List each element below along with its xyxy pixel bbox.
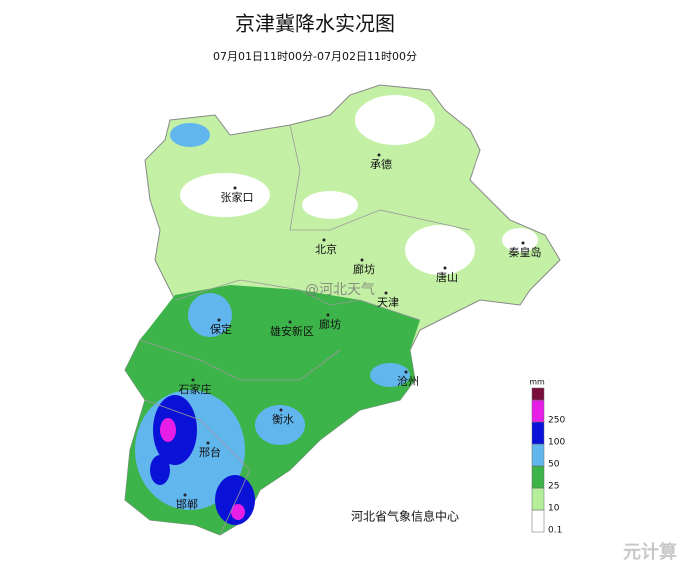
legend-swatch <box>531 421 545 445</box>
subtitle: 07月01日11时00分-07月02日11时00分 <box>213 50 417 63</box>
city-label: 保定 <box>210 322 232 336</box>
city-label: 唐山 <box>436 270 458 284</box>
city-dot <box>384 291 388 295</box>
legend-swatch <box>531 465 545 489</box>
title: 京津冀降水实况图 <box>235 12 395 36</box>
city-dot <box>443 266 447 270</box>
city-dot <box>360 258 364 262</box>
city-dot <box>326 313 330 317</box>
legend-swatch <box>531 387 545 401</box>
legend-unit: mm <box>529 378 545 387</box>
city-dot <box>233 186 237 190</box>
city-dot <box>404 370 408 374</box>
city-label: 石家庄 <box>179 382 212 396</box>
legend-swatch <box>531 399 545 423</box>
legend-swatch <box>531 443 545 467</box>
legend-swatch <box>531 509 545 533</box>
rain-250 <box>160 418 245 520</box>
city-dot <box>191 378 195 382</box>
map <box>124 84 561 536</box>
city-label: 秦皇岛 <box>509 245 542 259</box>
city-dot <box>217 318 221 322</box>
legend-label: 250 <box>548 416 565 426</box>
legend-swatch <box>531 487 545 511</box>
legend-label: 0.1 <box>548 526 562 536</box>
city-dot <box>322 238 326 242</box>
corner-mark: 元计算 <box>623 541 677 563</box>
city-dot <box>279 408 283 412</box>
social-watermark: @河北天气 <box>305 282 375 298</box>
legend-label: 50 <box>548 460 560 470</box>
city-dot <box>288 320 292 324</box>
borders <box>139 124 471 536</box>
legend-label: 25 <box>548 482 559 492</box>
city-label: 邢台 <box>199 445 221 459</box>
city-label: 沧州 <box>397 374 419 388</box>
city-label: 北京 <box>315 242 337 256</box>
source: 河北省气象信息中心 <box>351 509 459 524</box>
legend: mm 0.1 10 25 50 100 250 <box>529 378 565 536</box>
city-label: 雄安新区 <box>270 324 314 338</box>
city-label: 廊坊 <box>319 317 341 331</box>
city-dot <box>183 493 187 497</box>
city-dot <box>206 441 210 445</box>
legend-label: 10 <box>548 504 560 514</box>
dry-areas <box>180 95 538 275</box>
city-label: 承德 <box>370 157 392 171</box>
city-label: 张家口 <box>221 190 254 204</box>
legend-label: 100 <box>548 438 565 448</box>
city-label: 天津 <box>377 296 399 309</box>
city-label: 衡水 <box>272 413 294 426</box>
city-dot <box>377 153 381 157</box>
city-dot <box>521 241 525 245</box>
city-label: 廊坊 <box>353 262 375 276</box>
city-label: 邯郸 <box>176 497 198 511</box>
